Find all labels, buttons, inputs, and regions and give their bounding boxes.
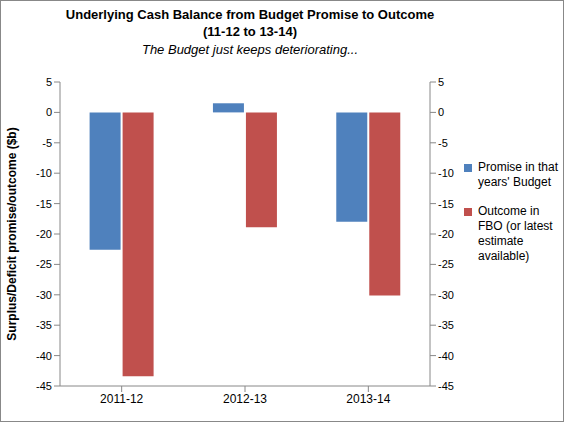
svg-text:-45: -45 [438,380,454,392]
svg-text:Surplus/Deficit promise/outcom: Surplus/Deficit promise/outcome ($b) [8,127,19,340]
svg-text:-25: -25 [36,258,52,270]
html-text:Outcome in FBO (or latest esti: Outcome in FBO (or latest estimate avail… [478,204,553,263]
svg-text:-15: -15 [438,198,454,210]
svg-text:-15: -15 [36,198,52,210]
svg-text:-20: -20 [438,228,454,240]
html-text:Underlying Cash Balance from B: Underlying Cash Balance from Budget Prom… [65,7,435,22]
svg-text:-10: -10 [438,167,454,179]
svg-text:2013-14: 2013-14 [346,392,390,406]
svg-text:5: 5 [46,76,52,88]
svg-text:2011-12: 2011-12 [100,392,143,406]
svg-text:-40: -40 [36,350,52,362]
svg-text:-35: -35 [438,319,454,331]
html-text:Promise in that years' Budget: Promise in that years' Budget [478,160,558,189]
html-text:The Budget just keeps deterior: The Budget just keeps deteriorating... [142,42,358,57]
svg-text:-20: -20 [36,228,52,240]
svg-text:-30: -30 [36,289,52,301]
svg-text:2012-13: 2012-13 [223,392,267,406]
svg-text:0: 0 [438,106,444,118]
svg-text:-35: -35 [36,319,52,331]
svg-text:5: 5 [438,76,444,88]
svg-text:-10: -10 [36,167,52,179]
svg-text:-30: -30 [438,289,454,301]
svg-text:-25: -25 [438,258,454,270]
svg-text:0: 0 [46,106,52,118]
svg-text:-45: -45 [36,380,52,392]
svg-text:-40: -40 [438,350,454,362]
html-text:(11-12 to 13-14): (11-12 to 13-14) [203,24,297,39]
svg-text:-5: -5 [42,137,52,149]
svg-text:-5: -5 [438,137,448,149]
